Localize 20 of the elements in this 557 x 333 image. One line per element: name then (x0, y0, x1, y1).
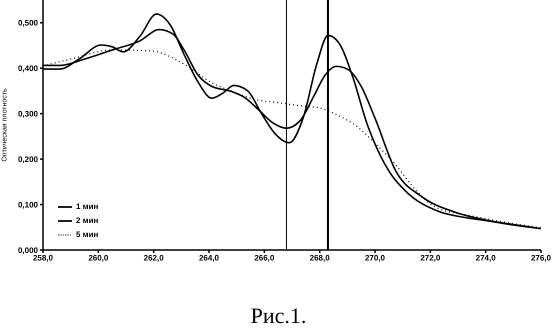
y-tick-label: 0,000 (18, 246, 39, 255)
y-tick-label: 0,500 (18, 18, 39, 28)
x-tick-label: 262,0 (144, 254, 164, 263)
x-tick-label: 258,0 (32, 254, 54, 263)
y-tick-label: 0,300 (18, 109, 39, 118)
x-tick-label: 260,0 (88, 254, 109, 263)
x-tick-label: 266,0 (254, 254, 275, 263)
text: Рис.1. (250, 303, 308, 329)
x-tick-label: 272,0 (420, 254, 441, 263)
x-tick-label: 264,0 (198, 254, 220, 263)
x-tick-label: 270,0 (364, 254, 386, 263)
y-tick-label: 0,100 (18, 200, 39, 210)
legend-label: 5 мин (76, 230, 98, 240)
x-tick-label: 276,0 (530, 254, 552, 263)
legend-label: 1 мин (76, 202, 98, 212)
x-tick-label: 268,0 (310, 254, 330, 263)
y-tick-label: 0,200 (18, 154, 39, 164)
y-tick-label: 0,400 (18, 64, 39, 74)
x-tick-label: 274,0 (476, 254, 496, 263)
legend-label: 2 мин (76, 216, 98, 226)
